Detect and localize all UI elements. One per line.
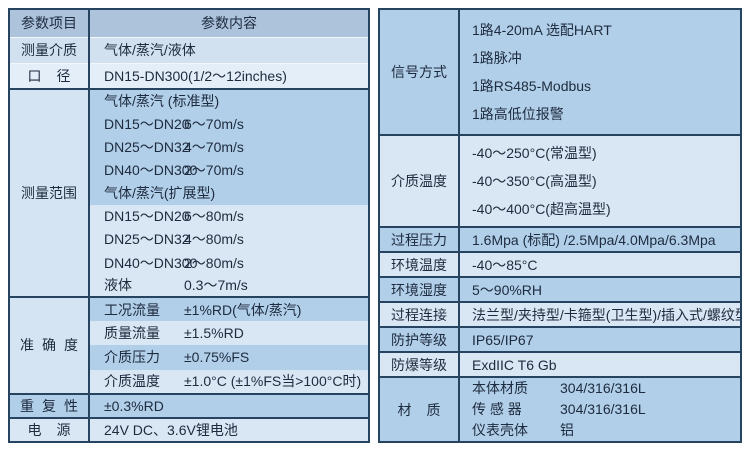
- label-signal-mode: 信号方式: [379, 9, 460, 135]
- table-row: DN15～DN206～80m/s: [9, 204, 369, 228]
- table-row: 重复性 ±0.3%RD: [9, 392, 369, 418]
- table-row: 材质 本体材质 304/316/316L 传 感 器 304/316/316L 仪表…: [379, 376, 741, 442]
- table-row: 电源 24V DC、3.6V锂电池: [9, 416, 369, 442]
- value-range-line: DN15～DN206～70m/s: [89, 112, 369, 136]
- value-diameter: DN15-DN300(1/2～12inches): [89, 62, 369, 90]
- header-param-item: 参数项目: [9, 9, 90, 38]
- right-param-table: 信号方式 1路4-20mA 选配HART 1路脉冲 1路RS485-Modbus…: [378, 8, 742, 443]
- material-line: 仪表壳体铝: [472, 422, 574, 438]
- table-row: 液体 0.3～7m/s: [9, 274, 369, 298]
- value-accuracy-line: 工况流量 ±1%RD(气体/蒸汽): [89, 296, 369, 322]
- value-repeatability: ±0.3%RD: [89, 392, 369, 418]
- medium-temp-line: -40～250°C(常温型): [472, 145, 597, 161]
- label-accuracy: 准确度: [9, 296, 90, 394]
- value-material: 本体材质 304/316/316L 传 感 器 304/316/316L 仪表壳体铝: [459, 376, 741, 442]
- value-range-line: DN25～DN324～80m/s: [89, 227, 369, 251]
- value-process-pressure: 1.6Mpa (标配) /2.5Mpa/4.0Mpa/6.3Mpa: [459, 226, 741, 252]
- value-range-liquid: 液体 0.3～7m/s: [89, 274, 369, 298]
- signal-line: 1路4-20mA 选配HART: [472, 22, 612, 38]
- table-row: DN40～DN3002～80m/s: [9, 251, 369, 275]
- value-power-supply: 24V DC、3.6V锂电池: [89, 416, 369, 442]
- table-row: 过程压力 1.6Mpa (标配) /2.5Mpa/4.0Mpa/6.3Mpa: [379, 226, 741, 252]
- material-line: 本体材质 304/316/316L: [472, 380, 646, 396]
- value-ambient-temperature: -40～85°C: [459, 251, 741, 277]
- table-row: DN15～DN206～70m/s: [9, 112, 369, 136]
- signal-line: 1路脉冲: [472, 50, 522, 66]
- table-row: 介质压力 ±0.75%FS: [9, 345, 369, 370]
- value-signal-mode: 1路4-20mA 选配HART 1路脉冲 1路RS485-Modbus 1路高低…: [459, 9, 741, 135]
- table-row: 环境温度 -40～85°C: [379, 251, 741, 277]
- value-medium-temperature: -40～250°C(常温型) -40～350°C(高温型) -40～400°C(…: [459, 134, 741, 227]
- value-accuracy-line: 介质压力 ±0.75%FS: [89, 345, 369, 370]
- table-header-row: 参数项目 参数内容: [9, 9, 369, 38]
- value-range-standard-title: 气体/蒸汽 (标准型): [89, 88, 369, 113]
- label-material: 材质: [379, 376, 460, 442]
- table-row: 介质温度 ±1.0°C (±1%FS当>100°C时): [9, 369, 369, 394]
- table-row: 气体/蒸汽(扩展型): [9, 181, 369, 205]
- label-medium-temperature: 介质温度: [379, 134, 460, 227]
- material-line: 传 感 器 304/316/316L: [472, 401, 646, 417]
- value-range-line: DN40～DN3002～70m/s: [89, 158, 369, 182]
- label-process-pressure: 过程压力: [379, 226, 460, 252]
- label-measuring-medium: 测量介质: [9, 36, 90, 64]
- label-repeatability: 重复性: [9, 392, 90, 418]
- header-param-content: 参数内容: [89, 9, 369, 38]
- value-range-line: DN40～DN3002～80m/s: [89, 251, 369, 275]
- label-protection-rating: 防护等级: [379, 326, 460, 352]
- label-explosion-proof-rating: 防爆等级: [379, 351, 460, 377]
- table-row: DN25～DN324～80m/s: [9, 227, 369, 251]
- label-ambient-temperature: 环境温度: [379, 251, 460, 277]
- medium-temp-line: -40～350°C(高温型): [472, 173, 597, 189]
- table-row: DN25～DN324～70m/s: [9, 135, 369, 159]
- label-measuring-range: 测量范围: [9, 88, 90, 298]
- table-row: 防护等级 IP65/IP67: [379, 326, 741, 352]
- value-protection-rating: IP65/IP67: [459, 326, 741, 352]
- value-ambient-humidity: 5～90%RH: [459, 276, 741, 302]
- medium-temp-line: -40～400°C(超高温型): [472, 201, 611, 217]
- table-row: 环境湿度 5～90%RH: [379, 276, 741, 302]
- label-diameter: 口径: [9, 62, 90, 90]
- value-accuracy-line: 介质温度 ±1.0°C (±1%FS当>100°C时): [89, 369, 369, 394]
- table-row: 测量范围 气体/蒸汽 (标准型): [9, 88, 369, 298]
- value-range-extended-title: 气体/蒸汽(扩展型): [89, 181, 369, 205]
- table-row: 测量介质 气体/蒸汽/液体: [9, 36, 369, 64]
- value-measuring-medium: 气体/蒸汽/液体: [89, 36, 369, 64]
- table-row: 信号方式 1路4-20mA 选配HART 1路脉冲 1路RS485-Modbus…: [379, 9, 741, 135]
- label-process-connection: 过程连接: [379, 301, 460, 327]
- label-ambient-humidity: 环境湿度: [379, 276, 460, 302]
- table-row: 过程连接 法兰型/夹持型/卡箍型(卫生型)/插入式/螺纹型: [379, 301, 741, 327]
- value-accuracy-line: 质量流量 ±1.5%RD: [89, 321, 369, 346]
- table-row: 口径 DN15-DN300(1/2～12inches): [9, 62, 369, 90]
- table-row: 防爆等级 ExdIIC T6 Gb: [379, 351, 741, 377]
- left-param-table: 参数项目 参数内容 测量介质 气体/蒸汽/液体 口径 DN15-DN300(1/…: [8, 8, 370, 443]
- label-power-supply: 电源: [9, 416, 90, 442]
- table-row: 准确度 工况流量 ±1%RD(气体/蒸汽): [9, 296, 369, 394]
- signal-line: 1路高低位报警: [472, 106, 564, 122]
- value-range-line: DN15～DN206～80m/s: [89, 204, 369, 228]
- value-explosion-proof-rating: ExdIIC T6 Gb: [459, 351, 741, 377]
- value-range-line: DN25～DN324～70m/s: [89, 135, 369, 159]
- table-row: 质量流量 ±1.5%RD: [9, 321, 369, 346]
- table-row: DN40～DN3002～70m/s: [9, 158, 369, 182]
- table-row: 介质温度 -40～250°C(常温型) -40～350°C(高温型) -40～4…: [379, 134, 741, 227]
- signal-line: 1路RS485-Modbus: [472, 78, 592, 94]
- value-process-connection: 法兰型/夹持型/卡箍型(卫生型)/插入式/螺纹型: [459, 301, 741, 327]
